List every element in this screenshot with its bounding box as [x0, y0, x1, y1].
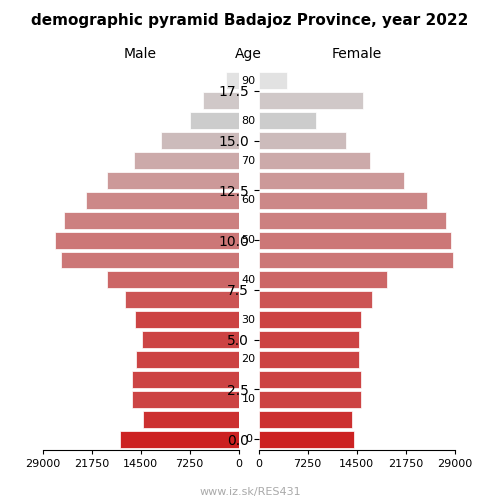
Bar [134, 152, 238, 169]
Text: 20: 20 [242, 354, 256, 364]
Bar [135, 311, 238, 328]
Bar [142, 410, 238, 428]
Text: 80: 80 [242, 116, 256, 126]
Bar [258, 410, 352, 428]
Bar [258, 311, 361, 328]
Bar [258, 430, 354, 448]
Bar [86, 192, 238, 209]
Bar [258, 331, 358, 348]
Bar [226, 72, 238, 90]
Text: 70: 70 [242, 156, 256, 166]
Bar [204, 92, 238, 110]
Text: 50: 50 [242, 235, 256, 245]
Bar [64, 212, 238, 228]
Text: Age: Age [235, 46, 262, 60]
Bar [132, 391, 238, 407]
Bar [258, 152, 370, 169]
Text: www.iz.sk/RES431: www.iz.sk/RES431 [199, 488, 301, 498]
Bar [106, 272, 238, 288]
Bar [258, 132, 346, 149]
Bar [258, 371, 361, 388]
Bar [258, 292, 372, 308]
Text: demographic pyramid Badajoz Province, year 2022: demographic pyramid Badajoz Province, ye… [32, 12, 469, 28]
Bar [136, 351, 238, 368]
Bar [258, 172, 404, 189]
Bar [258, 272, 387, 288]
Text: 30: 30 [242, 314, 256, 324]
Text: Male: Male [124, 46, 157, 60]
Bar [258, 232, 451, 248]
Bar [258, 212, 446, 228]
Bar [258, 72, 287, 90]
Bar [54, 232, 238, 248]
Text: Female: Female [332, 46, 382, 60]
Text: 60: 60 [242, 196, 256, 205]
Bar [258, 192, 428, 209]
Bar [142, 331, 238, 348]
Bar [258, 112, 316, 129]
Bar [190, 112, 238, 129]
Text: 90: 90 [242, 76, 256, 86]
Text: 10: 10 [242, 394, 256, 404]
Bar [258, 351, 358, 368]
Bar [125, 292, 238, 308]
Bar [161, 132, 238, 149]
Bar [106, 172, 238, 189]
Bar [258, 391, 361, 407]
Bar [258, 252, 453, 268]
Bar [258, 92, 364, 110]
Bar [132, 371, 238, 388]
Text: 0: 0 [245, 434, 252, 444]
Bar [120, 430, 238, 448]
Text: 40: 40 [242, 275, 256, 285]
Bar [62, 252, 238, 268]
